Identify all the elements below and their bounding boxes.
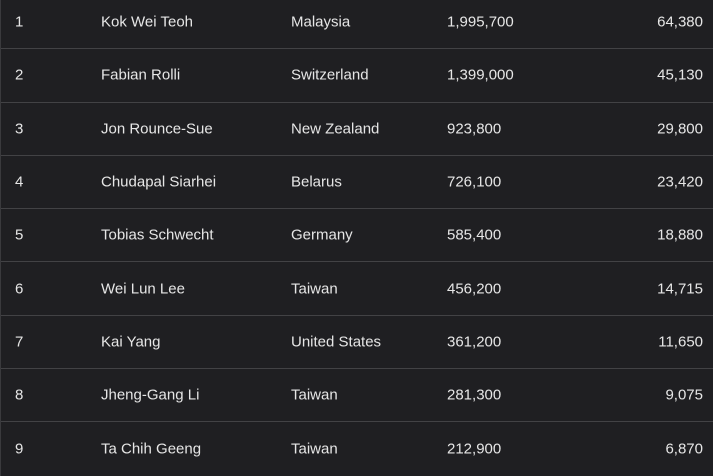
table-row[interactable]: 4 Chudapal Siarhei Belarus 726,100 23,420 bbox=[1, 156, 713, 210]
score-cell: 1,399,000 bbox=[447, 66, 514, 84]
country-cell: New Zealand bbox=[291, 120, 380, 138]
name-cell: Fabian Rolli bbox=[101, 66, 181, 84]
rank-cell: 5 bbox=[15, 226, 24, 244]
value-cell: 9,075 bbox=[665, 386, 703, 404]
name-cell: Chudapal Siarhei bbox=[101, 173, 217, 191]
table-row[interactable]: 9 Ta Chih Geeng Taiwan 212,900 6,870 bbox=[1, 422, 713, 475]
country-cell: Malaysia bbox=[291, 13, 351, 31]
table-row[interactable]: 1 Kok Wei Teoh Malaysia 1,995,700 64,380 bbox=[1, 0, 713, 50]
value-cell: 18,880 bbox=[657, 226, 703, 244]
table-row[interactable]: 7 Kai Yang United States 361,200 11,650 bbox=[1, 316, 713, 370]
score-cell: 1,995,700 bbox=[447, 13, 514, 31]
name-cell: Kok Wei Teoh bbox=[101, 13, 193, 31]
value-cell: 45,130 bbox=[657, 66, 703, 84]
country-cell: Belarus bbox=[291, 173, 342, 191]
name-cell: Ta Chih Geeng bbox=[101, 440, 202, 458]
rank-cell: 9 bbox=[15, 440, 24, 458]
country-cell: Germany bbox=[291, 226, 353, 244]
name-cell: Jon Rounce-Sue bbox=[101, 120, 213, 138]
rank-cell: 2 bbox=[15, 66, 24, 84]
rank-cell: 4 bbox=[15, 173, 24, 191]
table-row[interactable]: 5 Tobias Schwecht Germany 585,400 18,880 bbox=[1, 209, 713, 263]
rank-cell: 3 bbox=[15, 120, 24, 138]
score-cell: 212,900 bbox=[447, 440, 502, 458]
country-cell: Switzerland bbox=[291, 66, 369, 84]
rank-cell: 7 bbox=[15, 333, 24, 351]
value-cell: 6,870 bbox=[665, 440, 703, 458]
table-row[interactable]: 8 Jheng-Gang Li Taiwan 281,300 9,075 bbox=[1, 369, 713, 423]
score-cell: 923,800 bbox=[447, 120, 502, 138]
score-cell: 281,300 bbox=[447, 386, 502, 404]
country-cell: United States bbox=[291, 333, 382, 351]
table-row[interactable]: 2 Fabian Rolli Switzerland 1,399,000 45,130 bbox=[1, 49, 713, 103]
score-cell: 726,100 bbox=[447, 173, 502, 191]
rank-cell: 8 bbox=[15, 386, 24, 404]
value-cell: 14,715 bbox=[657, 280, 703, 298]
value-cell: 29,800 bbox=[657, 120, 703, 138]
country-cell: Taiwan bbox=[291, 440, 338, 458]
name-cell: Tobias Schwecht bbox=[101, 226, 214, 244]
table-row[interactable]: 3 Jon Rounce-Sue New Zealand 923,800 29,800 bbox=[1, 103, 713, 156]
name-cell: Jheng-Gang Li bbox=[101, 386, 200, 404]
rank-cell: 1 bbox=[15, 13, 24, 31]
value-cell: 64,380 bbox=[657, 13, 703, 31]
score-cell: 585,400 bbox=[447, 226, 502, 244]
score-cell: 456,200 bbox=[447, 280, 502, 298]
name-cell: Wei Lun Lee bbox=[101, 280, 185, 298]
rank-cell: 6 bbox=[15, 280, 24, 298]
table-row[interactable]: 6 Wei Lun Lee Taiwan 456,200 14,715 bbox=[1, 262, 713, 316]
value-cell: 11,650 bbox=[658, 333, 703, 351]
name-cell: Kai Yang bbox=[101, 333, 161, 351]
country-cell: Taiwan bbox=[291, 280, 338, 298]
country-cell: Taiwan bbox=[291, 386, 338, 404]
score-cell: 361,200 bbox=[447, 333, 502, 351]
value-cell: 23,420 bbox=[657, 173, 703, 191]
